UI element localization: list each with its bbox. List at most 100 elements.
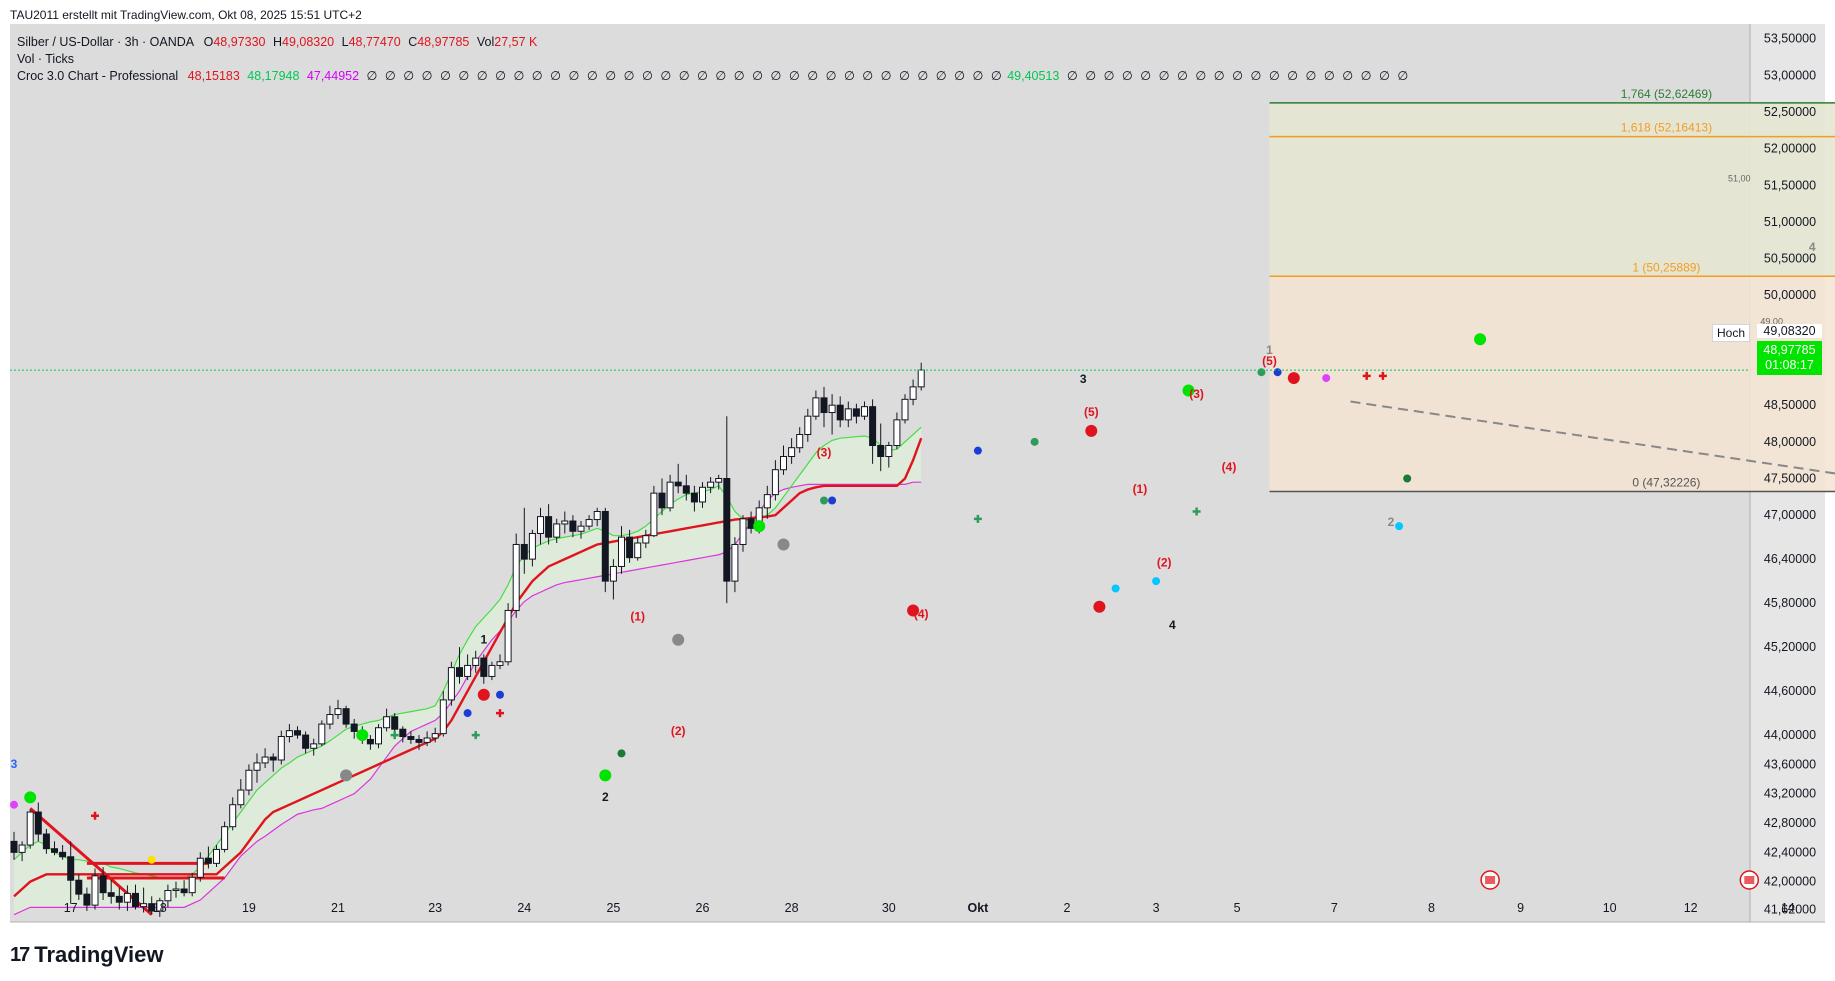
legend-indicator-row[interactable]: Croc 3.0 Chart - Professional 48,15183 4… bbox=[17, 68, 1410, 85]
candle-up bbox=[796, 434, 804, 449]
target-price-label: 51,00 bbox=[1728, 174, 1751, 184]
high-value: 49,08320 bbox=[282, 35, 335, 49]
candle-down bbox=[204, 857, 212, 864]
wave-count-label: (1) bbox=[1133, 482, 1148, 496]
signal-dot-marker bbox=[1111, 584, 1120, 593]
candle-up bbox=[318, 723, 326, 745]
wave-count-label: 1 bbox=[1266, 343, 1273, 357]
time-axis-tick: 2 bbox=[1064, 901, 1071, 915]
wave-count-label: 4 bbox=[1169, 618, 1176, 632]
signal-dot-marker bbox=[24, 791, 37, 804]
chart-legend: Silber / US-Dollar · 3h · OANDA O48,9733… bbox=[17, 34, 1410, 85]
low-label: L bbox=[341, 35, 349, 49]
signal-dot-marker bbox=[599, 769, 612, 782]
signal-dot-marker bbox=[356, 729, 369, 742]
signal-dot-marker bbox=[1322, 374, 1331, 383]
candle-down bbox=[877, 445, 885, 458]
fib-level-label: 0 (47,32226) bbox=[1632, 476, 1700, 490]
candle-up bbox=[472, 657, 480, 666]
candle-up bbox=[763, 494, 771, 509]
candle-up bbox=[577, 525, 585, 532]
legend-volume-row[interactable]: Vol · Ticks bbox=[17, 52, 74, 66]
signal-dot-marker bbox=[672, 633, 685, 646]
candle-up bbox=[528, 532, 536, 560]
candle-down bbox=[75, 879, 83, 895]
tradingview-logo[interactable]: 17 TradingView bbox=[10, 942, 163, 968]
candle-down bbox=[269, 756, 277, 761]
price-axis-tick: 51,00000 bbox=[1764, 215, 1816, 229]
us-flag-stripes bbox=[1485, 876, 1496, 884]
indicator-value-3: 47,44952 bbox=[306, 69, 360, 83]
candle-up bbox=[844, 408, 852, 421]
candle-down bbox=[83, 893, 91, 906]
candle-up bbox=[375, 727, 382, 745]
candle-up bbox=[537, 516, 544, 534]
candle-down bbox=[51, 848, 58, 853]
candle-up bbox=[26, 811, 34, 846]
wave-count-label: (2) bbox=[671, 724, 686, 738]
candle-up bbox=[188, 876, 196, 894]
candle-up bbox=[285, 730, 293, 738]
signal-cross-marker bbox=[471, 731, 480, 740]
signal-cross-marker bbox=[1378, 371, 1387, 380]
signal-dot-marker bbox=[147, 855, 156, 864]
candle-down bbox=[674, 481, 682, 487]
price-axis-tick: 52,00000 bbox=[1764, 142, 1816, 156]
candle-up bbox=[739, 518, 747, 545]
price-axis-tick: 45,20000 bbox=[1764, 640, 1816, 654]
candle-up bbox=[496, 661, 504, 666]
candle-down bbox=[399, 728, 407, 738]
price-axis-tick: 42,00000 bbox=[1764, 875, 1816, 889]
wave-count-label: (3) bbox=[817, 446, 832, 460]
price-axis-tick: 48,00000 bbox=[1764, 435, 1816, 449]
wave-count-label: (1) bbox=[630, 610, 645, 624]
time-axis-tick: 23 bbox=[428, 901, 442, 915]
low-value: 48,77470 bbox=[348, 35, 401, 49]
signal-dot-marker bbox=[1030, 437, 1039, 446]
wave-count-label: 2 bbox=[602, 790, 609, 804]
fib-level-label: 1 (50,25889) bbox=[1632, 260, 1700, 274]
candle-down bbox=[545, 516, 553, 538]
candle-up bbox=[828, 404, 836, 414]
wave-count-label: (4) bbox=[914, 607, 929, 621]
candle-down bbox=[107, 892, 115, 897]
candle-up bbox=[172, 888, 180, 891]
candle-up bbox=[229, 804, 237, 828]
legend-symbol-row[interactable]: Silber / US-Dollar · 3h · OANDA O48,9733… bbox=[17, 34, 1410, 51]
wave-count-label: (5) bbox=[1262, 354, 1277, 368]
wave-count-label: (2) bbox=[1157, 555, 1172, 569]
candle-up bbox=[707, 481, 715, 488]
time-axis-tick: 26 bbox=[696, 901, 710, 915]
candle-up bbox=[488, 664, 496, 677]
candle-down bbox=[601, 510, 609, 582]
wave-count-label: (3) bbox=[1189, 387, 1204, 401]
signal-dot-marker bbox=[973, 446, 982, 455]
candle-up bbox=[553, 523, 561, 538]
open-label: O bbox=[203, 35, 214, 49]
candle-up bbox=[221, 826, 229, 850]
candle-down bbox=[690, 492, 698, 503]
candle-up bbox=[213, 848, 220, 864]
signal-cross-marker bbox=[91, 811, 99, 820]
candle-up bbox=[164, 889, 172, 902]
signal-dot-marker bbox=[1403, 474, 1412, 483]
time-axis-tick: 19 bbox=[242, 901, 256, 915]
price-axis-tick: 47,00000 bbox=[1764, 508, 1816, 522]
candle-down bbox=[852, 408, 860, 417]
downtrend-line bbox=[29, 807, 153, 916]
signal-dot-marker bbox=[10, 800, 18, 809]
candle-down bbox=[132, 892, 139, 908]
candle-up bbox=[699, 486, 706, 503]
high-label: H bbox=[272, 35, 282, 49]
candle-up bbox=[804, 415, 812, 436]
price-axis-tick: 47,50000 bbox=[1764, 471, 1816, 485]
fib-zone-upper bbox=[1269, 102, 1835, 277]
candle-up bbox=[885, 445, 893, 458]
candle-down bbox=[569, 520, 577, 532]
price-axis-tick: 45,80000 bbox=[1764, 596, 1816, 610]
time-axis-tick: 18 bbox=[153, 901, 167, 915]
candle-down bbox=[520, 543, 528, 560]
volume-label: Vol bbox=[476, 35, 495, 49]
price-axis-tick: 53,00000 bbox=[1764, 68, 1816, 82]
